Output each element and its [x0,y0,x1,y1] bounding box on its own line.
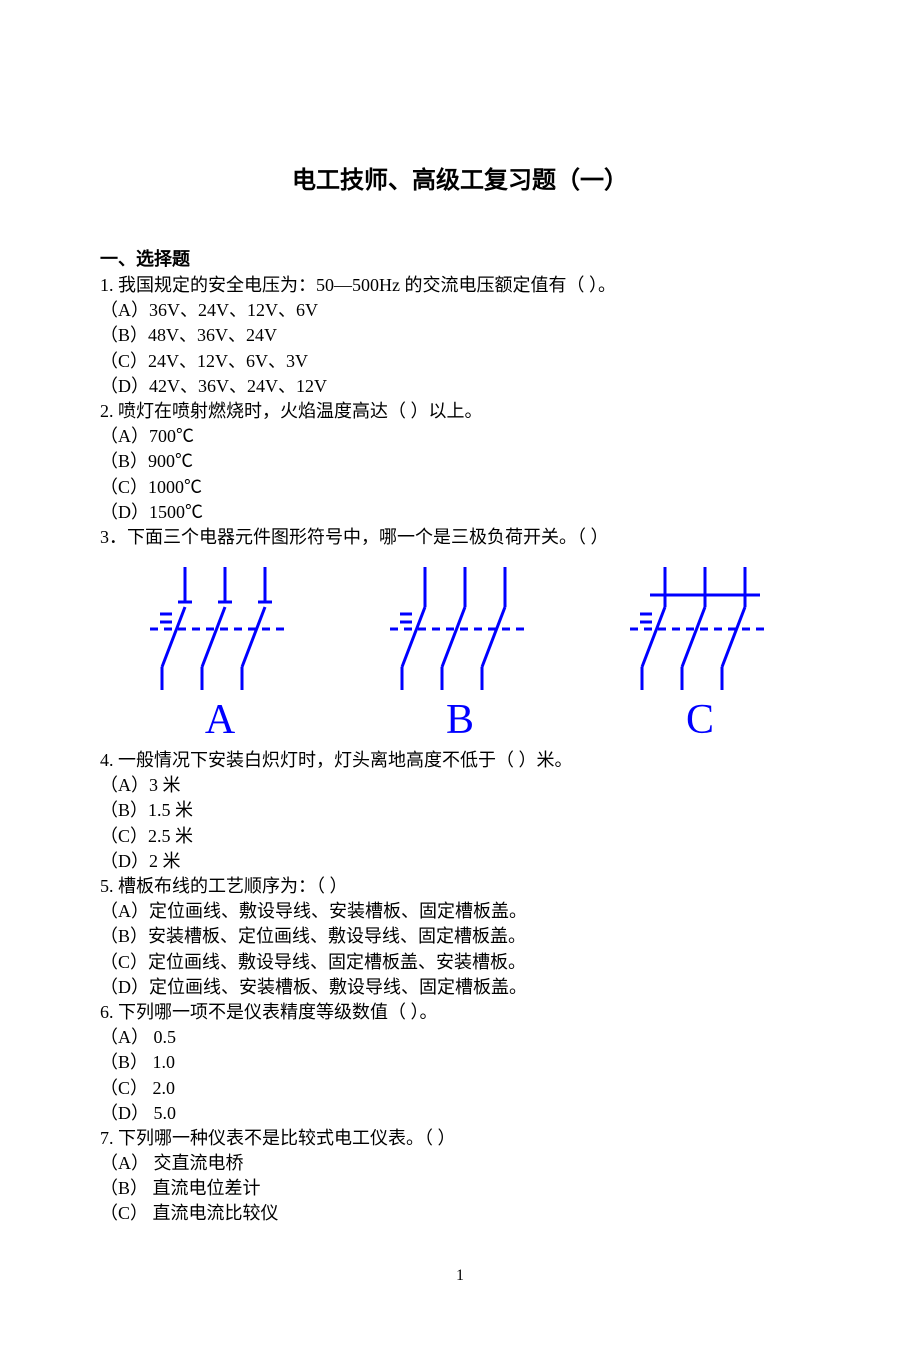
page-content: 电工技师、高级工复习题（一） 一、选择题 1. 我国规定的安全电压为：50—50… [0,0,920,1345]
q6-option-a: （A） 0.5 [100,1025,820,1050]
diagram-c-label: C [686,696,714,744]
q6-text: 6. 下列哪一项不是仪表精度等级数值（ ）。 [100,1000,820,1025]
q6-option-d: （D） 5.0 [100,1101,820,1126]
q6-option-c: （C） 2.0 [100,1076,820,1101]
q4-option-c: （C）2.5 米 [100,824,820,849]
q7-option-a: （A） 交直流电桥 [100,1151,820,1176]
diagram-a-label: A [205,696,235,744]
q5-option-b: （B）安装槽板、定位画线、敷设导线、固定槽板盖。 [100,924,820,949]
q1-option-d: （D）42V、36V、24V、12V [100,374,820,399]
diagram-a: A [140,562,300,744]
section-heading: 一、选择题 [100,245,820,271]
q1-option-c: （C）24V、12V、6V、3V [100,349,820,374]
q2-text: 2. 喷灯在喷射燃烧时，火焰温度高达（ ）以上。 [100,399,820,424]
q2-option-d: （D）1500℃ [100,500,820,525]
q1-option-a: （A）36V、24V、12V、6V [100,298,820,323]
q2-option-a: （A）700℃ [100,424,820,449]
q3-text: 3．下面三个电器元件图形符号中，哪一个是三极负荷开关。（ ） [100,525,820,550]
switch-diagram-a-icon [140,562,300,692]
page-number: 1 [100,1267,820,1285]
q1-text: 1. 我国规定的安全电压为：50—500Hz 的交流电压额定值有（ ）。 [100,273,820,298]
q5-option-d: （D）定位画线、安装槽板、敷设导线、固定槽板盖。 [100,975,820,1000]
q2-option-c: （C）1000℃ [100,475,820,500]
q1-option-b: （B）48V、36V、24V [100,323,820,348]
q4-text: 4. 一般情况下安装白炽灯时，灯头离地高度不低于（ ）米。 [100,748,820,773]
q2-option-b: （B）900℃ [100,449,820,474]
q4-option-d: （D）2 米 [100,849,820,874]
q4-option-a: （A）3 米 [100,773,820,798]
diagram-b: B [380,562,540,744]
q5-option-c: （C）定位画线、敷设导线、固定槽板盖、安装槽板。 [100,950,820,975]
switch-diagram-c-icon [620,562,780,692]
q7-option-b: （B） 直流电位差计 [100,1176,820,1201]
q7-option-c: （C） 直流电流比较仪 [100,1201,820,1226]
q6-option-b: （B） 1.0 [100,1050,820,1075]
diagram-b-label: B [446,696,474,744]
diagram-row: A B [100,562,820,744]
q5-text: 5. 槽板布线的工艺顺序为：（ ） [100,874,820,899]
page-title: 电工技师、高级工复习题（一） [100,160,820,195]
q4-option-b: （B）1.5 米 [100,798,820,823]
q5-option-a: （A）定位画线、敷设导线、安装槽板、固定槽板盖。 [100,899,820,924]
diagram-c: C [620,562,780,744]
switch-diagram-b-icon [380,562,540,692]
q7-text: 7. 下列哪一种仪表不是比较式电工仪表。（ ） [100,1126,820,1151]
